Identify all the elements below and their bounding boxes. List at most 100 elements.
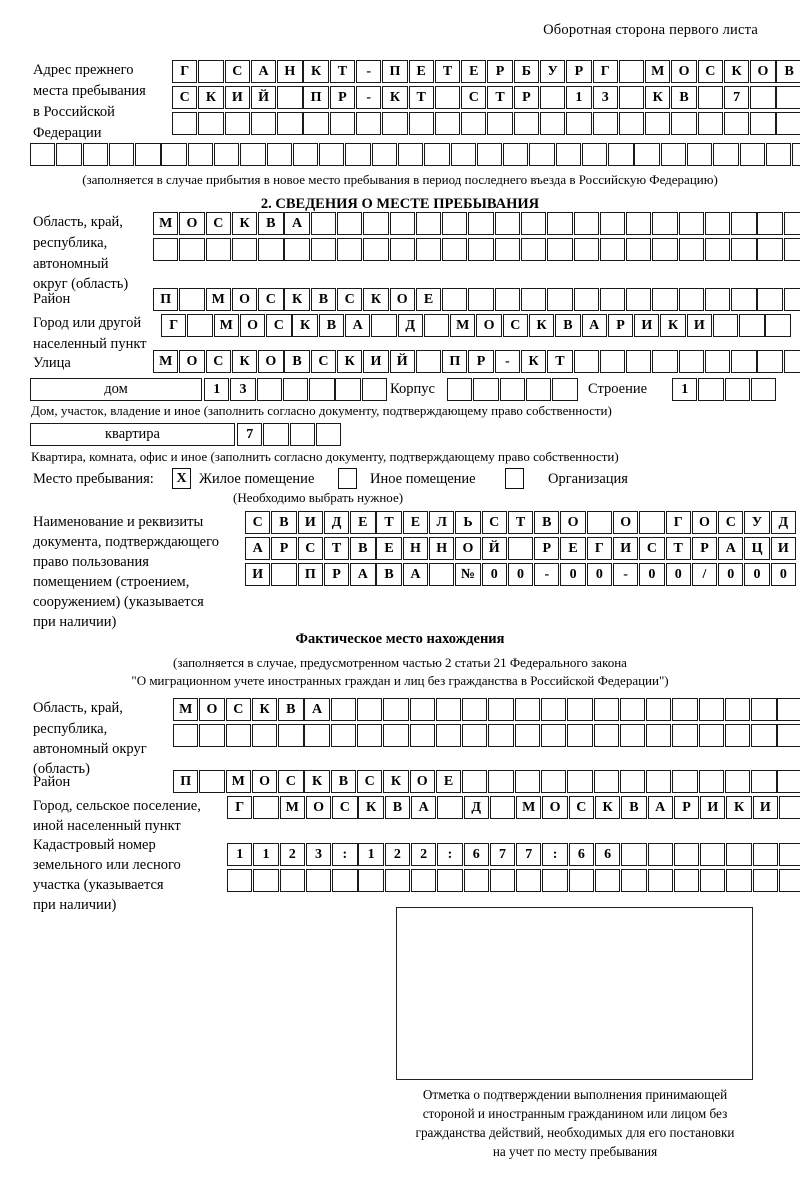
s2-region-row-2-cell-1[interactable] [153, 238, 179, 261]
s2-street-row-cell-11[interactable] [415, 350, 442, 373]
doc-row-3-cell-1[interactable]: И [245, 563, 271, 586]
doc-row-3[interactable]: И П Р А В А № 0 0-0 0-0 0/0 0 0 [245, 563, 797, 586]
prev-address-row-1-cell-23[interactable]: О [750, 60, 776, 83]
al-city-row-cell-10[interactable]: Д [463, 796, 489, 819]
cadastre-row-2-cell-15[interactable] [594, 869, 621, 892]
cadastre-row-1-cell-1[interactable]: 1 [227, 843, 253, 866]
al-city-row-cell-14[interactable]: С [568, 796, 595, 819]
al-region-row-1-cell-13[interactable] [488, 698, 514, 721]
s2-region-row-1-cell-16[interactable] [547, 212, 573, 235]
s2-street-row-cell-15[interactable]: К [520, 350, 547, 373]
prev-address-row-3-cell-19[interactable] [645, 112, 671, 135]
house-number-cells-cell-2[interactable]: 3 [230, 378, 256, 401]
cadastre-row-1-cell-6[interactable]: 1 [358, 843, 384, 866]
doc-row-1-cell-8[interactable]: Л [428, 511, 455, 534]
prev-address-row-1-cell-4[interactable]: А [250, 60, 277, 83]
prev-address-row-1-cell-24[interactable]: В [776, 60, 800, 83]
prev-address-row-4-cell-2[interactable] [56, 143, 82, 166]
al-region-row-2-cell-7[interactable] [330, 724, 357, 747]
cadastre-row-2-cell-20[interactable] [726, 869, 752, 892]
prev-address-row-1-cell-9[interactable]: П [382, 60, 408, 83]
al-district-row-cell-4[interactable]: О [251, 770, 278, 793]
al-district-row-cell-23[interactable] [751, 770, 777, 793]
s2-city-row-cell-23[interactable] [739, 314, 765, 337]
al-region-row-1-cell-10[interactable] [409, 698, 435, 721]
prev-address-row-4-cell-27[interactable] [713, 143, 739, 166]
prev-address-row-2-cell-5[interactable] [277, 86, 303, 109]
al-region-row-2-cell-15[interactable] [540, 724, 567, 747]
prev-address-row-3[interactable] [172, 112, 800, 135]
cadastre-row-1-cell-9[interactable]: : [437, 843, 463, 866]
s2-region-row-2-cell-17[interactable] [573, 238, 599, 261]
al-region-row-2-cell-23[interactable] [751, 724, 777, 747]
doc-row-3-cell-19[interactable]: 0 [718, 563, 744, 586]
s2-city-row-cell-18[interactable]: Р [607, 314, 634, 337]
al-region-row-2-cell-21[interactable] [698, 724, 725, 747]
prev-address-row-3-cell-24[interactable] [776, 112, 800, 135]
s2-city-row-cell-24[interactable] [765, 314, 791, 337]
prev-address-row-2-cell-2[interactable]: К [198, 86, 224, 109]
s2-region-row-2-cell-14[interactable] [494, 238, 521, 261]
s2-city-row-cell-5[interactable]: С [266, 314, 292, 337]
s2-district-row-cell-25[interactable] [783, 288, 800, 311]
prev-address-row-1-cell-7[interactable]: Т [329, 60, 356, 83]
s2-district-row-cell-20[interactable] [652, 288, 678, 311]
al-district-row-cell-15[interactable] [540, 770, 567, 793]
prev-address-row-4-cell-21[interactable] [555, 143, 582, 166]
s2-street-row-cell-10[interactable]: Й [389, 350, 415, 373]
prev-address-row-1-cell-17[interactable]: Г [592, 60, 618, 83]
al-region-row-2-cell-3[interactable] [225, 724, 251, 747]
al-region-row-2-cell-8[interactable] [356, 724, 383, 747]
s2-city-row-cell-4[interactable]: О [239, 314, 266, 337]
s2-region-row-1-cell-19[interactable] [626, 212, 652, 235]
cadastre-row-2-cell-10[interactable] [463, 869, 489, 892]
house-number-cells-cell-3[interactable] [256, 378, 282, 401]
s2-street-row-cell-17[interactable] [573, 350, 599, 373]
korpus-cells-cell-5[interactable] [552, 378, 578, 401]
al-city-row-cell-19[interactable]: И [700, 796, 726, 819]
prev-address-row-1-cell-5[interactable]: Н [277, 60, 303, 83]
s2-region-row-2-cell-21[interactable] [678, 238, 705, 261]
s2-city-row-cell-10[interactable]: Д [397, 314, 423, 337]
al-region-row-2-cell-16[interactable] [567, 724, 593, 747]
al-district-row-cell-10[interactable]: О [409, 770, 435, 793]
flat-cells-cell-1[interactable]: 7 [237, 423, 263, 446]
doc-row-3-cell-16[interactable]: 0 [639, 563, 665, 586]
s2-district-row-cell-10[interactable]: О [389, 288, 415, 311]
doc-row-1-cell-17[interactable]: Г [665, 511, 691, 534]
s2-region-row-2-cell-8[interactable] [336, 238, 363, 261]
cadastre-row-1-cell-7[interactable]: 2 [384, 843, 411, 866]
s2-region-row-1-cell-24[interactable] [757, 212, 783, 235]
cadastre-row-2-cell-5[interactable] [332, 869, 358, 892]
s2-city-row-cell-3[interactable]: М [213, 314, 239, 337]
prev-address-row-1-cell-2[interactable] [198, 60, 224, 83]
s2-street-row-cell-3[interactable]: С [205, 350, 231, 373]
prev-address-row-4-cell-22[interactable] [581, 143, 608, 166]
doc-row-1-cell-7[interactable]: Е [402, 511, 429, 534]
al-district-row-cell-21[interactable] [698, 770, 725, 793]
prev-address-row-3-cell-18[interactable] [618, 112, 645, 135]
prev-address-row-2-cell-22[interactable]: 7 [723, 86, 750, 109]
al-region-row-1-cell-4[interactable]: К [251, 698, 278, 721]
flat-cells-cell-4[interactable] [315, 423, 342, 446]
al-city-row-cell-20[interactable]: К [726, 796, 752, 819]
al-region-row-1-cell-19[interactable] [646, 698, 672, 721]
s2-street-row-cell-24[interactable] [757, 350, 783, 373]
al-region-row-1-cell-24[interactable] [777, 698, 800, 721]
doc-row-2-cell-12[interactable]: Р [534, 537, 560, 560]
s2-district-row-cell-1[interactable]: П [153, 288, 179, 311]
al-region-row-1-cell-2[interactable]: О [199, 698, 225, 721]
cadastre-row-2-cell-8[interactable] [410, 869, 437, 892]
s2-region-row-2-cell-6[interactable] [284, 238, 310, 261]
prev-address-row-3-cell-21[interactable] [697, 112, 724, 135]
prev-address-row-4-cell-13[interactable] [345, 143, 371, 166]
s2-street-row-cell-25[interactable] [783, 350, 800, 373]
s2-city-row-cell-19[interactable]: И [634, 314, 660, 337]
prev-address-row-1-cell-1[interactable]: Г [172, 60, 198, 83]
s2-region-row-2-cell-18[interactable] [599, 238, 626, 261]
prev-address-row-4-cell-23[interactable] [608, 143, 634, 166]
prev-address-row-4-cell-17[interactable] [450, 143, 476, 166]
prev-address-row-3-cell-13[interactable] [487, 112, 513, 135]
